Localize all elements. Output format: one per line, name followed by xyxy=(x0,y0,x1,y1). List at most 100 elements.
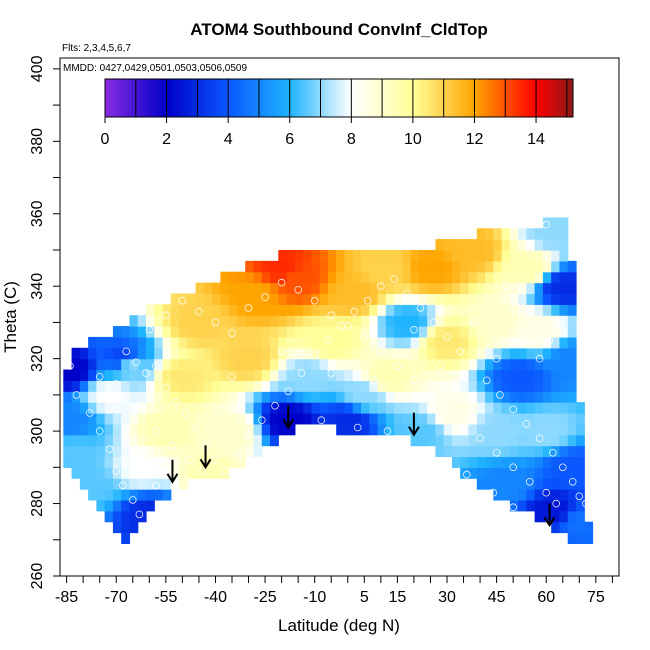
heat-cell xyxy=(451,271,461,284)
heat-cell xyxy=(410,423,420,436)
heat-cell xyxy=(336,336,346,349)
heat-cell xyxy=(534,228,544,240)
heat-cell xyxy=(435,369,445,381)
heat-cell xyxy=(278,249,288,262)
heat-cell xyxy=(518,304,527,316)
heat-cell xyxy=(493,380,503,392)
heat-cell xyxy=(493,412,503,425)
sample-marker xyxy=(86,409,94,417)
heat-cell xyxy=(509,347,519,360)
heat-cell xyxy=(220,391,230,403)
sample-marker xyxy=(122,347,130,356)
heat-cell xyxy=(410,315,420,327)
heat-cell xyxy=(534,467,544,479)
heat-cell xyxy=(460,282,470,295)
heat-cell xyxy=(112,499,122,512)
heat-cell xyxy=(509,434,519,447)
x-tick-label: 5 xyxy=(360,589,369,606)
sample-marker xyxy=(95,372,104,381)
heat-cell xyxy=(551,510,561,523)
sample-marker xyxy=(228,329,236,338)
heat-cell xyxy=(352,358,362,371)
heat-cell xyxy=(501,467,511,479)
colorbar-segment xyxy=(191,79,196,117)
heat-cell xyxy=(220,347,230,360)
heat-cell xyxy=(311,380,321,392)
heat-cell xyxy=(195,336,205,349)
heat-cell xyxy=(253,347,263,360)
heat-cell xyxy=(203,347,213,360)
colorbar-segment xyxy=(569,79,574,117)
heat-cell xyxy=(551,521,561,534)
sample-marker xyxy=(112,467,120,475)
heat-cell xyxy=(418,369,428,381)
sample-marker xyxy=(363,296,372,305)
colorbar-segment xyxy=(155,79,159,117)
heat-cell xyxy=(220,467,230,479)
heat-cell xyxy=(526,315,536,327)
colorbar-segment xyxy=(138,79,143,117)
heat-cell xyxy=(146,347,155,360)
heat-cell xyxy=(435,239,445,251)
heat-cell xyxy=(327,315,337,327)
colorbar-segment xyxy=(215,79,220,117)
heat-cell xyxy=(96,402,106,414)
heat-cell xyxy=(559,347,569,360)
heat-cell xyxy=(319,282,329,295)
heat-cell xyxy=(179,304,188,316)
heat-cell xyxy=(236,293,246,305)
heat-cell xyxy=(460,249,470,262)
heat-cell xyxy=(129,456,139,468)
heat-cell xyxy=(245,304,255,316)
heat-cell xyxy=(236,380,246,392)
heat-cell xyxy=(286,412,296,425)
heat-cell xyxy=(179,467,188,479)
heat-cell xyxy=(460,293,470,305)
heat-cell xyxy=(435,249,445,262)
colorbar-segment xyxy=(158,79,163,117)
heat-cell xyxy=(187,423,197,436)
colorbar-segment xyxy=(496,79,500,117)
colorbar-segment xyxy=(516,79,521,117)
heat-cell xyxy=(170,402,180,414)
heat-cell xyxy=(501,456,511,468)
heat-cell xyxy=(154,315,164,327)
heat-cell xyxy=(245,260,255,273)
heat-cell xyxy=(485,228,494,240)
heat-cell xyxy=(451,456,461,468)
heat-cell xyxy=(278,412,288,425)
heat-cell xyxy=(245,358,255,371)
heat-cell xyxy=(129,380,139,392)
heat-cell xyxy=(96,380,106,392)
heat-cell xyxy=(286,336,296,349)
heat-cell xyxy=(576,445,585,458)
heat-cell xyxy=(170,326,180,338)
sample-marker xyxy=(228,372,236,381)
heat-cell xyxy=(228,293,238,305)
heat-cell xyxy=(567,282,577,295)
heat-cell xyxy=(443,402,453,414)
heat-cell xyxy=(567,412,577,425)
sample-marker xyxy=(462,470,471,479)
heat-cell xyxy=(220,271,230,284)
heat-cell xyxy=(170,456,180,468)
heat-cell xyxy=(294,315,304,327)
heat-cell xyxy=(385,304,395,316)
heat-cell xyxy=(303,369,312,381)
colorbar-segment xyxy=(519,79,524,117)
heat-cell xyxy=(303,260,312,273)
heat-cell xyxy=(427,293,437,305)
heat-cell xyxy=(509,467,519,479)
heat-cell xyxy=(228,271,238,284)
heat-cell xyxy=(253,293,263,305)
heat-cell xyxy=(327,412,337,425)
heat-cell xyxy=(278,304,288,316)
heat-cell xyxy=(112,369,122,381)
sample-marker xyxy=(390,275,398,283)
heat-cell xyxy=(377,315,387,327)
heat-cell xyxy=(501,489,511,501)
heat-cell xyxy=(485,380,494,392)
heat-cell xyxy=(212,391,222,403)
heat-cell xyxy=(195,369,205,381)
colorbar-segment xyxy=(559,79,564,117)
